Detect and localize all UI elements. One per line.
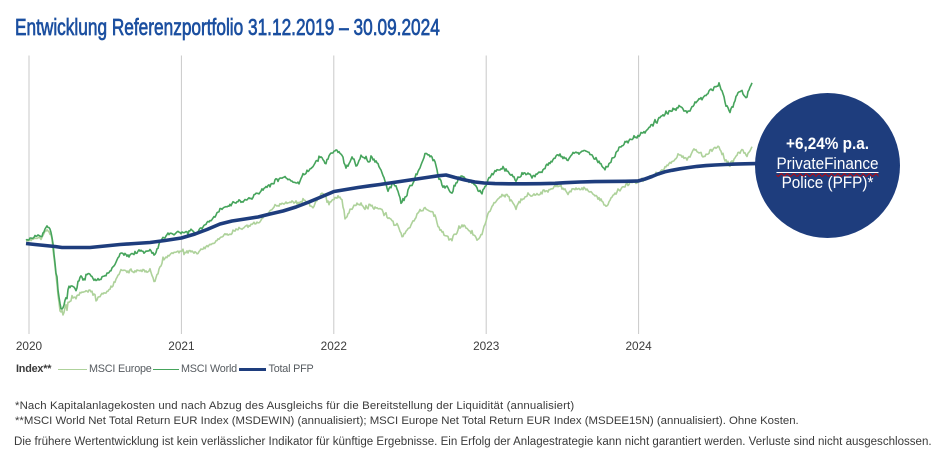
svg-text:2021: 2021 [168,339,194,353]
svg-text:2024: 2024 [625,339,652,353]
svg-text:2022: 2022 [321,339,347,353]
svg-text:2020: 2020 [16,339,43,353]
svg-text:2023: 2023 [473,339,500,353]
